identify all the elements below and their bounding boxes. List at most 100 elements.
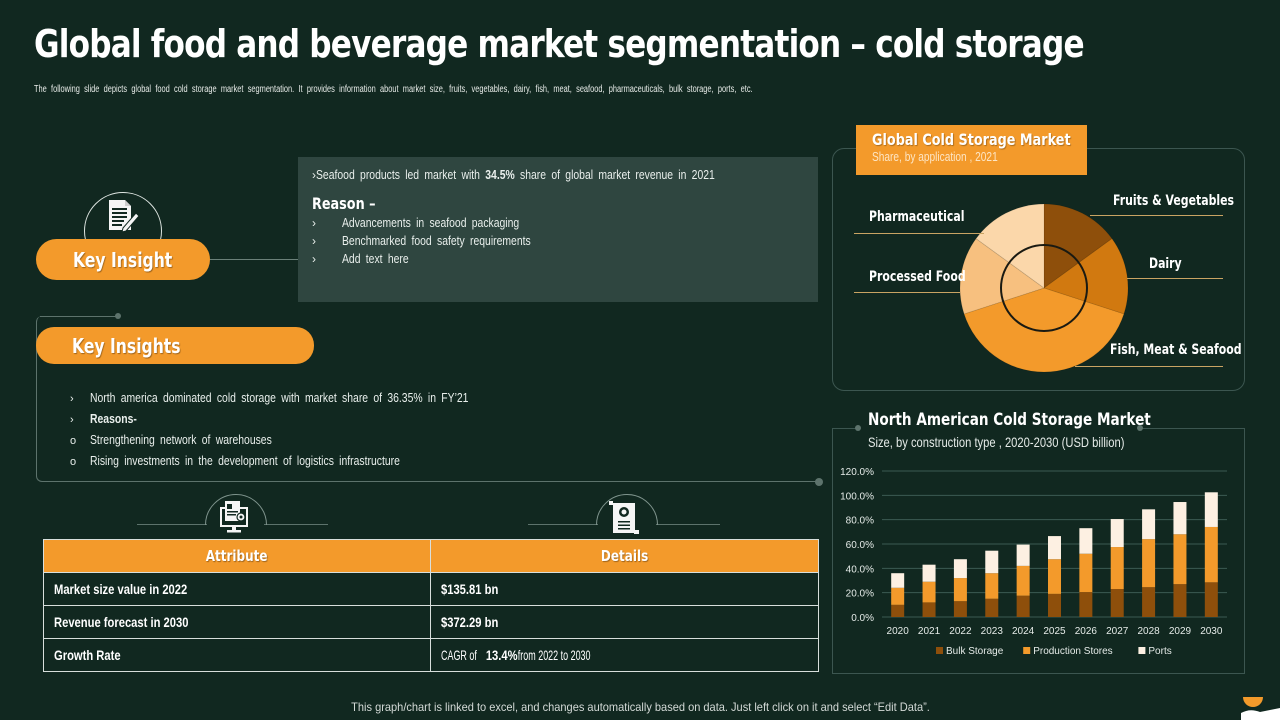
list-item: › North america dominated cold storage w…	[70, 390, 469, 405]
bar-segment[interactable]	[1110, 547, 1124, 590]
seafood-share-value: 34.5%	[485, 167, 515, 182]
x-tick-label: 2022	[949, 626, 972, 637]
bar-panel-dot	[855, 425, 861, 431]
x-tick-label: 2025	[1043, 626, 1066, 637]
pie-label-dairy: Dairy	[1149, 256, 1182, 272]
key-insight-label: Key Insight	[73, 247, 173, 272]
key-insights-list: › North america dominated cold storage w…	[70, 388, 563, 472]
key-insight-panel: › Seafood products led market with 34.5%…	[298, 157, 818, 302]
y-tick-label: 100.0%	[840, 491, 874, 502]
bar-segment[interactable]	[922, 602, 936, 617]
stacked-bar-chart[interactable]: 0.0% 20.0% 40.0% 60.0% 80.0% 100.0% 120.0% 2020…	[832, 458, 1245, 664]
legend-swatch	[1023, 647, 1031, 654]
document-edit-icon	[107, 199, 140, 238]
y-tick-label: 0.0%	[851, 613, 874, 624]
pie-callout-line	[1090, 215, 1223, 216]
x-tick-label: 2024	[1012, 626, 1035, 637]
bracket-top-line	[40, 316, 118, 317]
bar-segment[interactable]	[1110, 519, 1124, 548]
bar-segment[interactable]	[1079, 528, 1093, 554]
bar-segment[interactable]	[1048, 559, 1061, 594]
reason-item: › Add text here	[312, 251, 409, 266]
table-row: Market size value in 2022 $135.81 bn	[43, 572, 819, 606]
bar-segment[interactable]	[1142, 509, 1156, 540]
bar-segment[interactable]	[1142, 539, 1156, 588]
bar-segment[interactable]	[1173, 534, 1187, 585]
table-header-row: Attribute Details	[43, 539, 819, 573]
divider-line	[264, 524, 328, 525]
bar-segment[interactable]	[1016, 595, 1030, 617]
bar-segment[interactable]	[1079, 592, 1093, 617]
bar-segment[interactable]	[1048, 593, 1061, 617]
pie-label-fruits: Fruits & Vegetables	[1113, 193, 1235, 209]
pie-slice[interactable]	[975, 203, 1045, 289]
bar-segment[interactable]	[1048, 536, 1061, 560]
y-tick-label: 20.0%	[846, 589, 874, 600]
pie-label-pharmaceutical: Pharmaceutical	[869, 209, 965, 225]
key-insights-label: Key Insights	[72, 333, 181, 358]
bar-segment[interactable]	[1079, 553, 1093, 593]
legend-label: Ports	[1148, 646, 1171, 657]
bar-segment[interactable]	[1204, 582, 1218, 617]
bar-segment[interactable]	[1204, 492, 1218, 527]
hand-coin-logo-icon	[1240, 695, 1280, 720]
y-tick-label: 40.0%	[846, 564, 874, 575]
legend-swatch	[1138, 647, 1146, 654]
cell-details: CAGR of 13.4% from 2022 to 2030	[430, 638, 819, 672]
pie-chart-header: Global Cold Storage Market Share, by app…	[856, 125, 1087, 175]
lead-insight: › Seafood products led market with 34.5%…	[312, 167, 715, 182]
list-item: o Rising investments in the development …	[70, 453, 400, 468]
bar-segment[interactable]	[922, 564, 936, 582]
bar-segment[interactable]	[891, 604, 905, 617]
key-insight-icon-arc	[84, 192, 162, 240]
pie-slice[interactable]	[1043, 203, 1113, 289]
bar-segment[interactable]	[953, 601, 967, 617]
bar-segment[interactable]	[1173, 584, 1187, 617]
x-tick-label: 2026	[1075, 626, 1098, 637]
pie-callout-line	[1075, 366, 1223, 367]
bar-chart-panel	[832, 428, 1245, 674]
icon-arc	[596, 494, 658, 525]
bar-segment[interactable]	[953, 578, 967, 602]
legend-label: Bulk Storage	[946, 646, 1004, 657]
pie-callout-line	[854, 233, 984, 234]
bar-chart-title: North American Cold Storage Market	[868, 410, 1151, 430]
legend-swatch	[936, 647, 943, 654]
bar-segment[interactable]	[922, 581, 936, 603]
footer-note: This graph/chart is linked to excel, and…	[350, 700, 930, 714]
bar-panel-top-line	[1140, 428, 1245, 429]
x-tick-label: 2027	[1106, 626, 1129, 637]
cell-attribute: Revenue forecast in 2030	[43, 605, 431, 639]
slide-subtitle: The following slide depicts global food …	[34, 84, 753, 95]
bar-chart-subtitle: Size, by construction type , 2020-2030 (…	[868, 434, 1125, 450]
bar-segment[interactable]	[891, 587, 905, 605]
bar-panel-top-line	[832, 428, 858, 429]
pie-slice[interactable]	[963, 287, 1125, 373]
bar-segment[interactable]	[1110, 589, 1124, 617]
pie-chart-title: Global Cold Storage Market	[872, 130, 1071, 149]
bar-segment[interactable]	[953, 559, 967, 579]
bullet-chevron: ›	[312, 168, 316, 182]
reason-item: › Advancements in seafood packaging	[312, 215, 520, 230]
bar-segment[interactable]	[1016, 565, 1030, 596]
bracket-end-dot	[815, 478, 823, 486]
cell-attribute: Market size value in 2022	[43, 572, 431, 606]
pie-chart[interactable]	[956, 200, 1132, 376]
bar-segment[interactable]	[985, 573, 999, 599]
cell-details: $372.29 bn	[430, 605, 819, 639]
divider-line	[528, 524, 598, 525]
bar-segment[interactable]	[1142, 587, 1156, 617]
certificate-document-icon	[608, 500, 642, 541]
bar-segment[interactable]	[985, 598, 999, 617]
list-item: › Reasons-	[70, 411, 137, 426]
y-tick-label: 80.0%	[846, 516, 874, 527]
pie-callout-line	[854, 292, 960, 293]
column-header-attribute: Attribute	[43, 539, 431, 573]
bar-segment[interactable]	[891, 573, 905, 588]
pie-label-fish-meat-seafood: Fish, Meat & Seafood	[1110, 342, 1242, 358]
bar-segment[interactable]	[985, 550, 999, 574]
bar-segment[interactable]	[1173, 502, 1187, 535]
bar-segment[interactable]	[1204, 526, 1218, 583]
bar-segment[interactable]	[1016, 544, 1030, 566]
y-tick-label: 60.0%	[846, 540, 874, 551]
